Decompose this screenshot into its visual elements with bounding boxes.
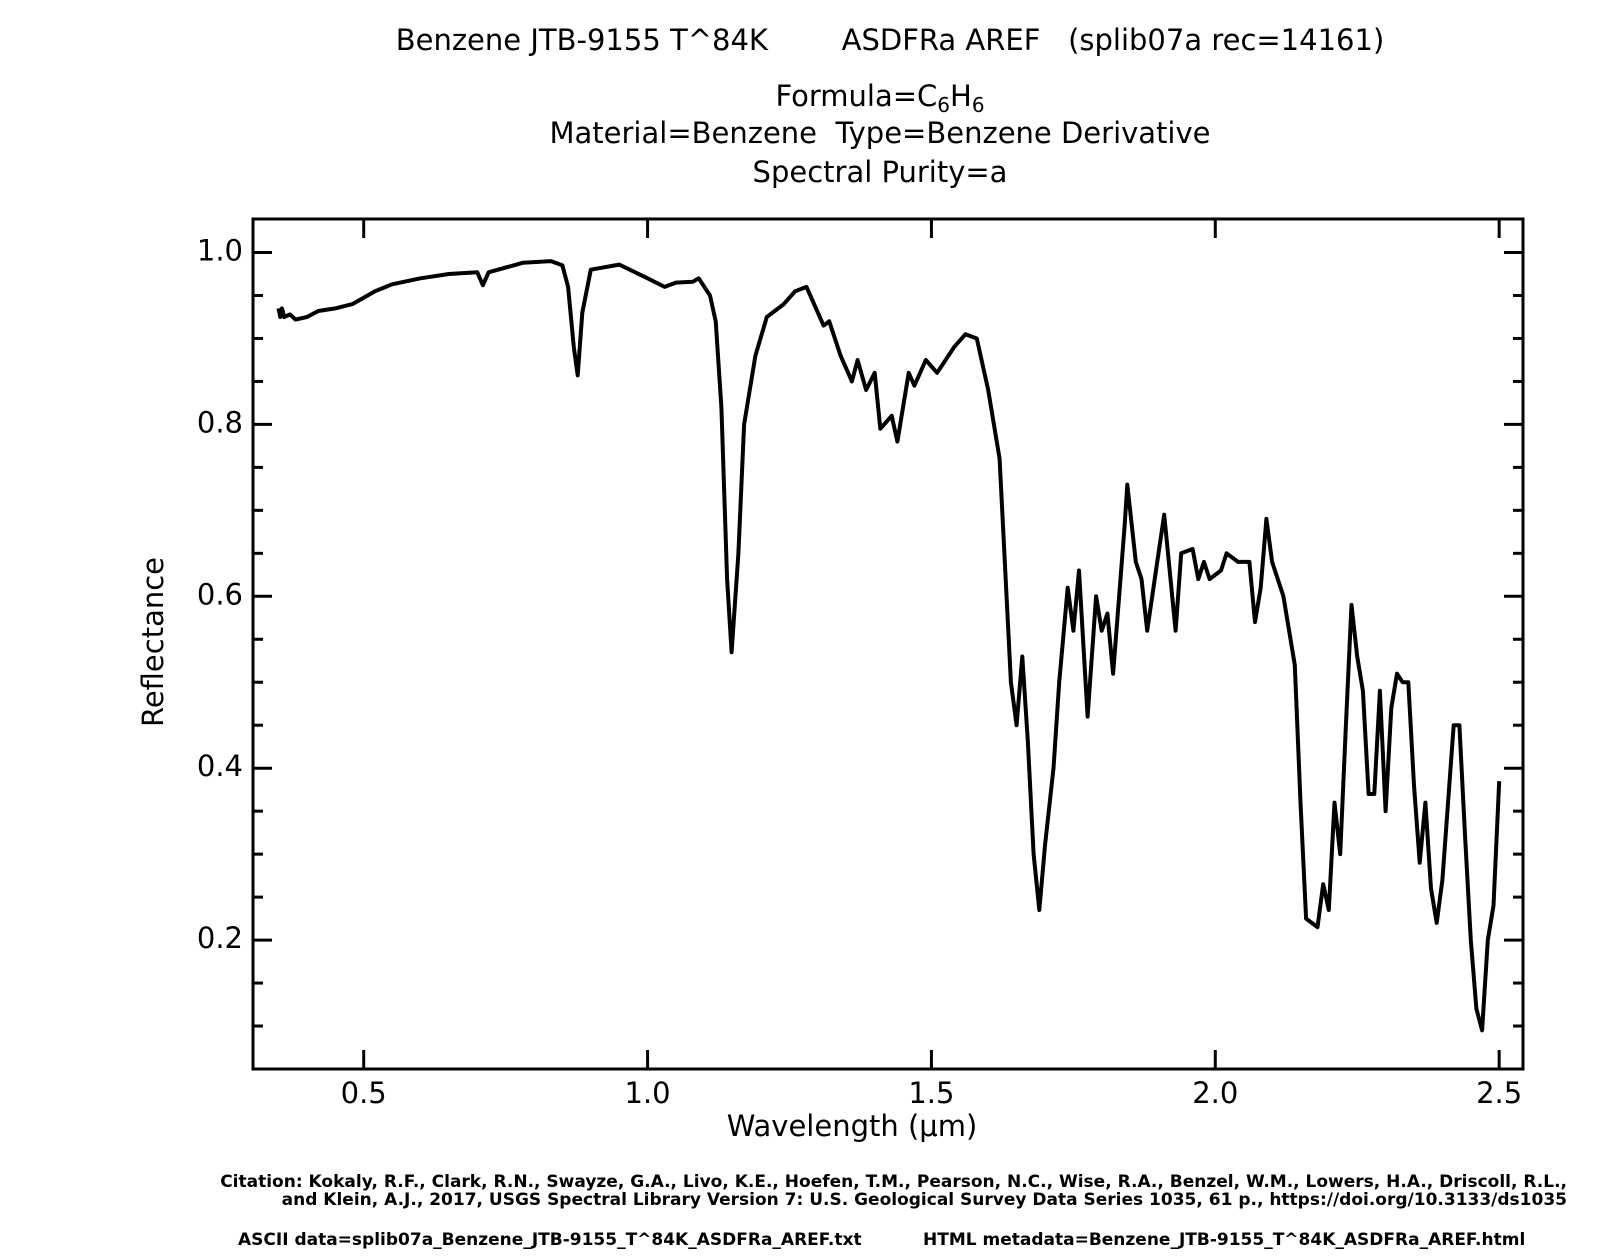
plot-frame <box>251 217 1525 1071</box>
x-tick-label: 1.5 <box>908 1076 954 1110</box>
x-tick-label: 1.0 <box>625 1076 671 1110</box>
x-tick-label: 2.5 <box>1476 1076 1522 1110</box>
formula: Formula=C6H6 <box>775 79 984 117</box>
x-tick-label: 0.5 <box>341 1076 387 1110</box>
footer: HTML metadata=Benzene_JTB-9155_T^84K_ASD… <box>923 1230 1525 1250</box>
formula-part: H <box>950 79 972 113</box>
x-axis-label: Wavelength (μm) <box>727 1109 978 1143</box>
y-tick-label: 0.6 <box>197 577 243 611</box>
spectrum-line <box>276 259 1502 1033</box>
y-tick-label: 0.8 <box>197 405 243 439</box>
footer: ASCII data=splib07a_Benzene_JTB-9155_T^8… <box>238 1230 862 1250</box>
y-axis-label: Reflectance <box>136 557 170 727</box>
citation: and Klein, A.J., 2017, USGS Spectral Lib… <box>282 1190 1567 1210</box>
formula-sub: 6 <box>937 93 950 117</box>
subtitle: Material=Benzene Type=Benzene Derivative <box>550 116 1211 150</box>
chart-title: Benzene JTB-9155 T^84K ASDFRa AREF (spli… <box>396 23 1385 57</box>
y-tick-label: 0.2 <box>197 921 243 955</box>
y-tick-label: 0.4 <box>197 749 243 783</box>
subtitle: Spectral Purity=a <box>753 155 1008 189</box>
x-tick-label: 2.0 <box>1192 1076 1238 1110</box>
citation: Citation: Kokaly, R.F., Clark, R.N., Swa… <box>220 1172 1567 1192</box>
formula-part: Formula=C <box>775 79 937 113</box>
y-tick-label: 1.0 <box>197 234 243 268</box>
formula-sub: 6 <box>972 93 985 117</box>
